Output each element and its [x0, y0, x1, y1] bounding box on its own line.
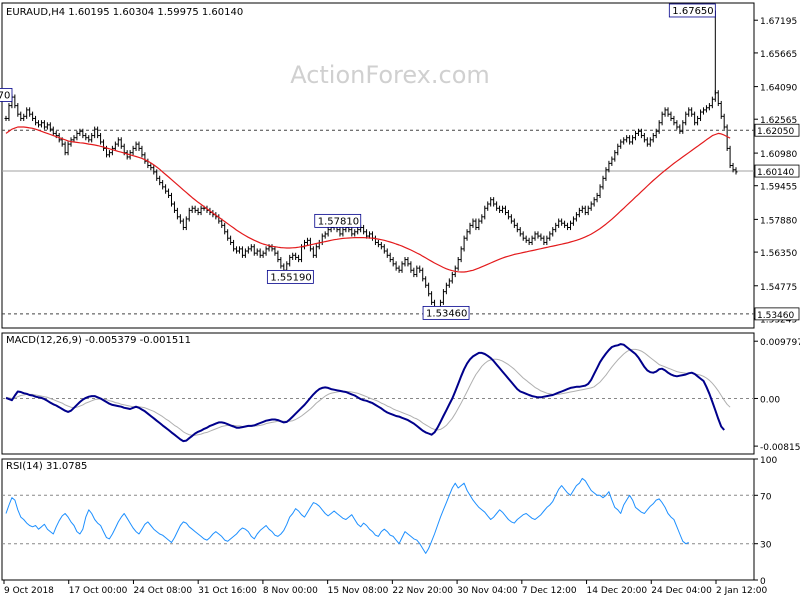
macd-y-tick-2: -0.008152 — [760, 443, 800, 453]
annotation-label-1: 1.57810 — [318, 216, 359, 227]
annotation-label-4: 1.63470 — [0, 90, 10, 101]
x-tick-1: 17 Oct 00:00 — [69, 586, 128, 596]
price-y-tick-2: 1.64090 — [760, 84, 797, 94]
price-level-box-2 — [754, 307, 800, 321]
price-y-tick-8: 1.54775 — [760, 283, 797, 293]
annotation-box-3 — [422, 305, 470, 320]
pane-frame-macd — [1, 332, 755, 455]
sma-line — [5, 126, 731, 273]
annotation-box-2 — [266, 269, 314, 284]
x-tick-11: 2 Jan 12:00 — [716, 586, 768, 596]
x-tick-6: 22 Nov 20:00 — [392, 586, 453, 596]
macd-signal-line — [5, 348, 731, 436]
x-tick-10: 24 Dec 04:00 — [651, 586, 712, 596]
price-y-tick-7: 1.56350 — [760, 249, 797, 259]
watermark: ActionForex.com — [290, 61, 490, 89]
annotation-label-3: 1.53460 — [426, 308, 467, 319]
rsi-y-tick-3: 0 — [760, 577, 766, 587]
x-tick-5: 15 Nov 08:00 — [328, 586, 389, 596]
rsi-y-tick-1: 70 — [760, 492, 772, 502]
annotation-box-4 — [0, 88, 13, 102]
price-level-label-2: 1.53460 — [757, 311, 794, 321]
macd-title: MACD(12,26,9) -0.005379 -0.001511 — [6, 335, 191, 346]
chart-header: EURAUD,H4 1.60195 1.60304 1.59975 1.6014… — [6, 7, 243, 18]
x-tick-3: 31 Oct 16:00 — [198, 586, 257, 596]
price-y-tick-0: 1.67195 — [760, 17, 797, 27]
rsi-title: RSI(14) 31.0785 — [6, 461, 87, 472]
macd-line — [5, 343, 725, 443]
rsi-line — [5, 477, 689, 554]
annotation-label-2: 1.55190 — [270, 272, 311, 283]
price-y-tick-1: 1.65665 — [760, 50, 797, 60]
price-y-tick-4: 1.60980 — [760, 150, 797, 160]
x-tick-7: 30 Nov 04:00 — [457, 586, 518, 596]
price-y-tick-3: 1.62565 — [760, 116, 797, 126]
pane-frame-price — [1, 2, 755, 329]
x-tick-9: 14 Dec 20:00 — [587, 586, 648, 596]
x-tick-4: 8 Nov 00:00 — [263, 586, 318, 596]
x-tick-0: 9 Oct 2018 — [4, 586, 54, 596]
annotation-box-1 — [314, 213, 362, 228]
annotation-box-0 — [668, 3, 716, 18]
rsi-y-tick-0: 100 — [760, 456, 777, 466]
pane-frame-rsi — [1, 458, 755, 581]
price-y-tick-6: 1.57880 — [760, 216, 797, 226]
price-level-label-1: 1.60140 — [757, 168, 794, 178]
price-level-box-1 — [754, 164, 800, 178]
annotation-label-0: 1.67650 — [672, 6, 713, 17]
price-y-tick-9: 1.53245 — [760, 315, 797, 325]
price-level-label-0: 1.62050 — [757, 127, 794, 137]
macd-y-tick-0: 0.009797 — [760, 338, 800, 348]
macd-y-tick-1: 0.00 — [760, 395, 780, 405]
rsi-y-tick-2: 30 — [760, 541, 772, 551]
price-y-tick-5: 1.59455 — [760, 183, 797, 193]
x-tick-8: 7 Dec 12:00 — [522, 586, 577, 596]
price-level-box-0 — [754, 123, 800, 137]
x-tick-2: 24 Oct 08:00 — [133, 586, 192, 596]
